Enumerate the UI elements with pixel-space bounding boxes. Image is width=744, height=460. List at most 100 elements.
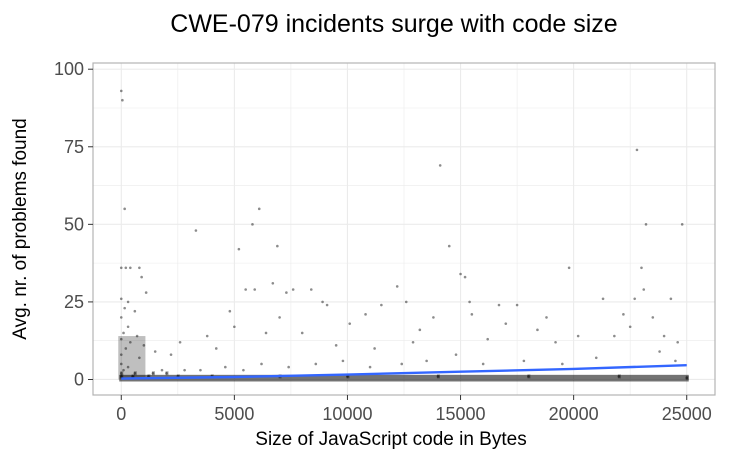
grid — [93, 63, 715, 395]
data-point — [504, 322, 508, 325]
data-point — [124, 266, 128, 270]
data-point — [133, 309, 137, 313]
data-point — [364, 313, 367, 316]
data-point — [194, 229, 198, 232]
data-point — [642, 288, 646, 291]
data-point — [122, 368, 125, 372]
y-tick-label: 75 — [64, 137, 84, 157]
x-tick-label: 20000 — [549, 404, 599, 424]
data-point — [554, 340, 557, 344]
data-point — [244, 288, 247, 291]
data-point — [348, 322, 352, 325]
data-point — [140, 275, 143, 279]
x-tick-label: 25000 — [662, 404, 712, 424]
data-point — [251, 223, 254, 226]
data-point — [418, 328, 422, 332]
data-point — [522, 359, 526, 363]
panel-border — [92, 62, 716, 396]
y-tick-label: 50 — [64, 214, 84, 234]
data-point — [224, 365, 227, 369]
data-point — [276, 244, 279, 248]
data-point — [291, 288, 295, 291]
data-point — [601, 297, 605, 301]
data-point — [481, 362, 485, 366]
data-point — [321, 300, 324, 304]
data-point — [233, 325, 236, 329]
data-point — [242, 368, 245, 372]
data-point — [561, 362, 564, 366]
data-point — [199, 368, 202, 372]
data-point — [122, 331, 125, 335]
data-point — [674, 359, 677, 363]
x-tick-label: 5000 — [214, 404, 254, 424]
data-point — [228, 309, 232, 313]
data-point — [153, 350, 157, 353]
y-tick-label: 0 — [74, 369, 84, 389]
data-point — [373, 347, 376, 350]
data-point — [395, 285, 399, 288]
data-point — [126, 325, 130, 329]
data-point — [124, 347, 128, 350]
data-point — [300, 331, 304, 335]
data-point — [576, 334, 580, 338]
data-point — [126, 365, 130, 369]
data-point — [545, 316, 548, 319]
data-point — [669, 297, 673, 301]
data-point — [260, 362, 263, 366]
data-point — [334, 344, 338, 347]
data-point — [454, 353, 458, 356]
data-point — [178, 340, 182, 344]
data-point — [567, 266, 571, 270]
data-point — [237, 247, 241, 251]
data-point — [380, 303, 383, 307]
data-point — [497, 303, 501, 307]
data-point — [264, 331, 268, 335]
data-point — [121, 98, 124, 102]
data-point — [119, 266, 123, 270]
data-point-cluster — [165, 371, 169, 376]
data-point — [633, 297, 637, 301]
data-point — [119, 297, 123, 301]
y-tick-label: 100 — [54, 59, 84, 79]
data-point — [133, 371, 137, 375]
data-point — [123, 207, 126, 211]
data-point — [287, 365, 290, 369]
trend-line — [121, 364, 687, 380]
x-axis-ticks: 0 5000 10000 15000 20000 25000 — [116, 395, 712, 424]
data-point — [404, 300, 408, 304]
data-point — [129, 266, 132, 270]
data-point — [658, 350, 661, 353]
data-point — [468, 300, 471, 304]
data-point — [126, 300, 130, 304]
data-point — [285, 291, 288, 294]
x-axis-title: Size of JavaScript code in Bytes — [255, 429, 526, 450]
data-point — [651, 316, 655, 319]
data-point — [432, 316, 435, 319]
data-point-cluster — [151, 371, 155, 376]
data-point — [341, 359, 345, 363]
data-point — [309, 288, 313, 291]
data-point — [486, 337, 489, 341]
data-point — [368, 365, 372, 369]
y-axis-title: Avg. nr. of problems found — [10, 118, 31, 339]
data-point — [325, 303, 329, 307]
data-point-cluster — [120, 371, 124, 376]
data-point — [278, 316, 281, 319]
data-point — [425, 359, 428, 363]
data-point — [142, 344, 146, 347]
data-point — [119, 337, 123, 341]
data-point — [594, 356, 598, 360]
data-point — [144, 291, 148, 294]
zero-band — [119, 374, 689, 382]
data-point — [463, 275, 467, 279]
x-tick-label: 10000 — [322, 404, 372, 424]
low-size-cluster — [118, 336, 146, 380]
data-point — [119, 89, 123, 93]
data-point — [253, 288, 257, 291]
data-point — [438, 164, 442, 167]
data-point — [411, 340, 415, 344]
data-point — [459, 272, 462, 276]
data-point — [119, 316, 123, 319]
